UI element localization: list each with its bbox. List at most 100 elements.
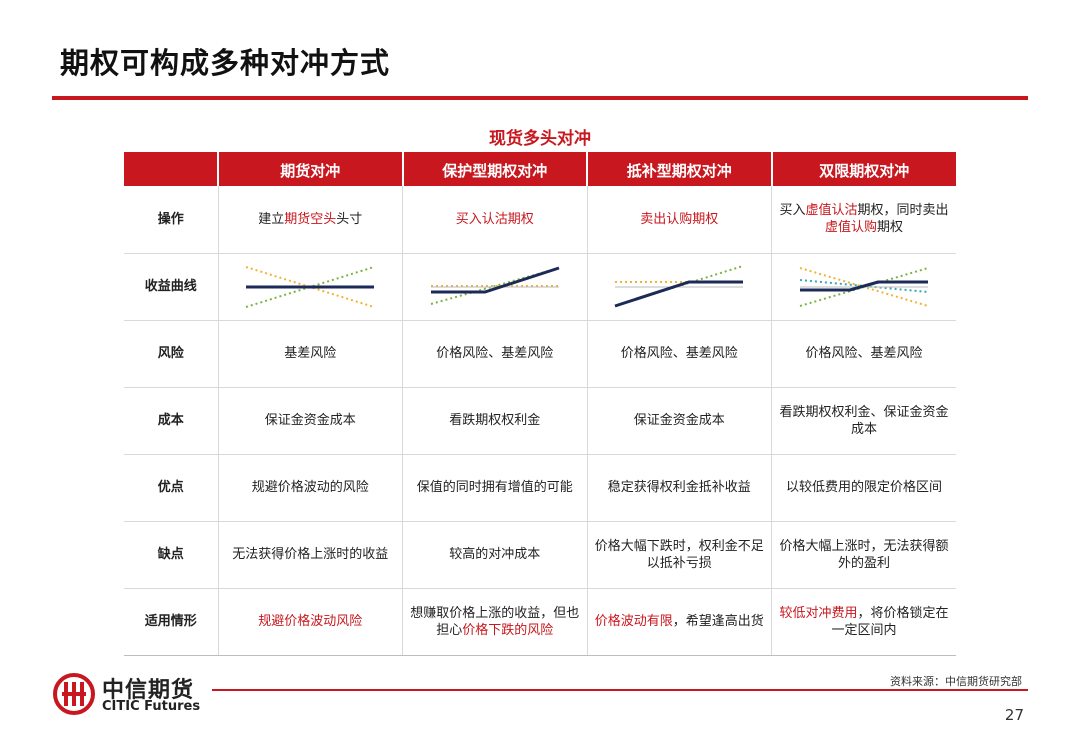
highlight-text: 卖出认购期权 bbox=[640, 211, 719, 227]
payoff-curve-covered bbox=[614, 264, 744, 307]
page-title: 期权可构成多种对冲方式 bbox=[60, 46, 391, 80]
highlight-text: 价格波动有限 bbox=[594, 614, 673, 629]
cell-text: 看跌期权权利金、保证金资金 bbox=[779, 404, 949, 420]
row-label: 操作 bbox=[124, 186, 218, 254]
source-note: 资料来源：中信期货研究部 bbox=[890, 675, 1022, 688]
cell-collar bbox=[771, 253, 956, 321]
cell-text: 期权 bbox=[877, 220, 904, 236]
row-label: 风险 bbox=[124, 320, 218, 388]
cell-collar: 价格大幅上涨时，无法获得额 外的盈利 bbox=[771, 521, 956, 589]
cell-futures: 保证金资金成本 bbox=[217, 387, 403, 455]
table-row: 操作 建立期货空头头寸 买入认沽期权 卖出认购期权 买入虚值认沽期权，同时卖出 虚值认购期… bbox=[124, 186, 956, 254]
table-row: 优点 规避价格波动的风险 保值的同时拥有增值的可能 稳定获得权利金抵补收益 以较低费用的… bbox=[124, 454, 956, 522]
cell-protective bbox=[402, 253, 587, 321]
cell-text: 稳定获得权利金抵补收益 bbox=[607, 480, 751, 495]
cell-collar: 买入虚值认沽期权，同时卖出 虚值认购期权 bbox=[771, 186, 956, 254]
row-label: 收益曲线 bbox=[124, 253, 218, 321]
table-title: 现货多头对冲 bbox=[489, 129, 591, 149]
table-row: 风险 基差风险 价格风险、基差风险 价格风险、基差风险 价格风险、基差风险 bbox=[124, 320, 956, 388]
cell-text: 以较低费用的限定价格区间 bbox=[785, 480, 942, 495]
cell-text: 规避价格波动的风险 bbox=[251, 480, 369, 495]
cell-text: 外的盈利 bbox=[837, 555, 890, 571]
cell-futures: 建立期货空头头寸 bbox=[217, 186, 403, 254]
cell-futures: 规避价格波动风险 bbox=[217, 588, 403, 656]
cell-text: 想赚取价格上涨的收益，但也 bbox=[410, 605, 580, 621]
payoff-curve-collar bbox=[799, 266, 929, 307]
citic-logo-icon bbox=[53, 673, 95, 715]
cell-text: 无法获得价格上涨时的收益 bbox=[232, 547, 389, 562]
cell-covered: 价格波动有限，希望逢高出货 bbox=[586, 588, 772, 656]
cell-text: 价格大幅上涨时，无法获得额 bbox=[779, 538, 949, 554]
header-covered-option-hedge: 抵补型期权对冲 bbox=[586, 153, 772, 186]
table-row: 收益曲线 bbox=[124, 253, 956, 321]
cell-text: 期权，同时卖出 bbox=[857, 203, 949, 219]
cell-text: 价格风险、基差风险 bbox=[436, 346, 554, 361]
table-header-row: 期货对冲 保护型期权对冲 抵补型期权对冲 双限期权对冲 bbox=[124, 153, 956, 186]
table-row: 成本 保证金资金成本 看跌期权权利金 保证金资金成本 看跌期权权利金、保证金资金 成本 bbox=[124, 387, 956, 455]
cell-collar: 价格风险、基差风险 bbox=[771, 320, 956, 388]
citic-futures-logo: 中信期货 CITIC Futures bbox=[52, 672, 212, 716]
payoff-curve-futures bbox=[245, 265, 375, 308]
cell-protective: 保值的同时拥有增值的可能 bbox=[402, 454, 587, 522]
header-corner bbox=[124, 153, 218, 186]
row-label: 成本 bbox=[124, 387, 218, 455]
cell-text: 保证金资金成本 bbox=[633, 413, 725, 428]
cell-text: 保证金资金成本 bbox=[264, 413, 356, 428]
highlight-text: 期货空头 bbox=[284, 211, 337, 227]
highlight-text: 较低对冲费用 bbox=[779, 605, 858, 621]
cell-text: 建立 bbox=[258, 211, 285, 227]
cell-futures: 规避价格波动的风险 bbox=[217, 454, 403, 522]
cell-futures: 无法获得价格上涨时的收益 bbox=[217, 521, 403, 589]
cell-text: 担心 bbox=[436, 622, 463, 638]
header-protective-option-hedge: 保护型期权对冲 bbox=[401, 153, 587, 186]
cell-protective: 价格风险、基差风险 bbox=[402, 320, 587, 388]
cell-covered: 保证金资金成本 bbox=[586, 387, 772, 455]
cell-text: 以抵补亏损 bbox=[646, 555, 712, 571]
cell-text: 保值的同时拥有增值的可能 bbox=[416, 480, 573, 495]
logo-english-name: CITIC Futures bbox=[102, 699, 201, 714]
row-label: 优点 bbox=[124, 454, 218, 522]
cell-protective: 买入认沽期权 bbox=[402, 186, 587, 254]
cell-text: 价格风险、基差风险 bbox=[805, 346, 923, 361]
cell-text: 一定区间内 bbox=[831, 622, 897, 638]
cell-text: 看跌期权权利金 bbox=[449, 413, 541, 428]
cell-text: 价格风险、基差风险 bbox=[620, 346, 738, 361]
payoff-curve-protective bbox=[430, 266, 560, 305]
cell-protective: 看跌期权权利金 bbox=[402, 387, 587, 455]
cell-text: ，将价格锁定在 bbox=[857, 605, 949, 621]
header-futures-hedge: 期货对冲 bbox=[217, 153, 403, 186]
cell-collar: 以较低费用的限定价格区间 bbox=[771, 454, 956, 522]
title-divider bbox=[52, 96, 1028, 100]
cell-covered: 卖出认购期权 bbox=[586, 186, 772, 254]
header-collar-option-hedge: 双限期权对冲 bbox=[770, 153, 956, 186]
cell-collar: 较低对冲费用，将价格锁定在 一定区间内 bbox=[771, 588, 956, 656]
cell-futures: 基差风险 bbox=[217, 320, 403, 388]
page-number: 27 bbox=[1004, 706, 1024, 724]
cell-text: 价格大幅下跌时，权利金不足 bbox=[594, 538, 764, 554]
highlight-text: 买入认沽期权 bbox=[455, 211, 534, 227]
footer-divider bbox=[212, 689, 1028, 691]
highlight-text: 价格下跌的风险 bbox=[462, 622, 554, 638]
row-label: 缺点 bbox=[124, 521, 218, 589]
cell-text: 买入 bbox=[779, 203, 806, 219]
cell-covered bbox=[586, 253, 772, 321]
cell-text: 较高的对冲成本 bbox=[449, 547, 541, 562]
cell-text: 头寸 bbox=[336, 211, 363, 227]
highlight-text: 虚值认沽 bbox=[805, 203, 858, 219]
row-label: 适用情形 bbox=[124, 588, 218, 656]
logo-chinese-name: 中信期货 bbox=[102, 678, 195, 703]
table-row: 缺点 无法获得价格上涨时的收益 较高的对冲成本 价格大幅下跌时，权利金不足 以抵补亏损价… bbox=[124, 521, 956, 589]
cell-collar: 看跌期权权利金、保证金资金 成本 bbox=[771, 387, 956, 455]
cell-covered: 价格大幅下跌时，权利金不足 以抵补亏损 bbox=[586, 521, 772, 589]
cell-text: 基差风险 bbox=[284, 346, 337, 361]
cell-covered: 价格风险、基差风险 bbox=[586, 320, 772, 388]
cell-covered: 稳定获得权利金抵补收益 bbox=[586, 454, 772, 522]
highlight-text: 虚值认购 bbox=[824, 220, 877, 236]
cell-futures bbox=[217, 253, 403, 321]
cell-text: 成本 bbox=[850, 421, 877, 437]
cell-text: ，希望逢高出货 bbox=[672, 614, 764, 629]
hedge-comparison-table: 期货对冲 保护型期权对冲 抵补型期权对冲 双限期权对冲 操作 建立期货空头头寸 买入… bbox=[124, 152, 956, 656]
highlight-text: 规避价格波动风险 bbox=[258, 614, 363, 629]
table-row: 适用情形 规避价格波动风险 想赚取价格上涨的收益，但也 担心价格下跌的风险 价格波动有限… bbox=[124, 588, 956, 656]
cell-protective: 较高的对冲成本 bbox=[402, 521, 587, 589]
